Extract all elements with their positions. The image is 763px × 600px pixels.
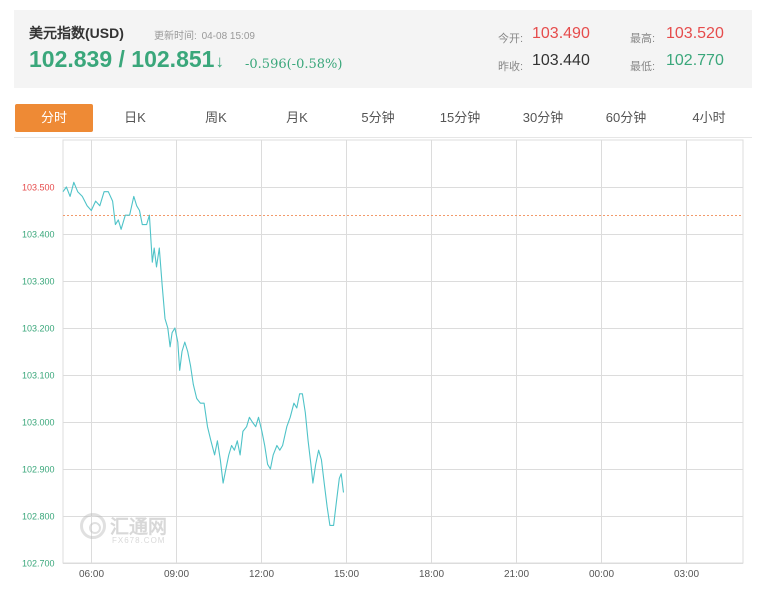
y-tick-label: 102.700 [22,559,55,569]
x-tick-label: 06:00 [79,569,104,580]
x-tick-label: 18:00 [419,569,444,580]
y-tick-label: 103.400 [22,230,55,240]
y-tick-label: 103.100 [22,371,55,381]
y-tick-label: 103.000 [22,418,55,428]
x-tick-label: 21:00 [504,569,529,580]
tab-60min[interactable]: 60分钟 [605,110,647,125]
y-tick-label: 103.200 [22,324,55,334]
update-time-label: 更新时间: [154,31,197,42]
watermark-name: 汇通网 [110,517,168,538]
tab-15min[interactable]: 15分钟 [439,110,481,125]
tabs-divider [14,137,752,138]
high-value: 103.520 [666,25,724,42]
current-price: 102.839 / 102.851↓ [29,46,224,73]
quote-header: 美元指数(USD) 更新时间: 04-08 15:09 102.839 / 10… [14,10,752,88]
period-tabs: 分时 日K 周K 月K 5分钟 15分钟 30分钟 60分钟 4小时 [15,104,750,132]
x-tick-label: 15:00 [334,569,359,580]
tab-5min[interactable]: 5分钟 [361,110,395,125]
instrument-title: 美元指数(USD) [29,25,124,41]
price-change: -0.596(-0.58%) [245,57,343,72]
down-arrow-icon: ↓ [215,52,224,71]
watermark-url: FX678.COM [112,536,166,545]
x-tick-label: 00:00 [589,569,614,580]
watermark: 汇通网 FX678.COM [80,512,180,552]
y-tick-label: 102.900 [22,465,55,475]
price-line [62,181,345,526]
tab-30min[interactable]: 30分钟 [522,110,564,125]
y-tick-label: 103.300 [22,277,55,287]
prev-close-label: 昨收: [498,61,524,73]
plot-area-frame [62,139,744,564]
open-value: 103.490 [532,25,590,42]
x-tick-label: 12:00 [249,569,274,580]
watermark-logo-icon [80,513,106,539]
tab-4hour[interactable]: 4小时 [692,110,726,125]
tab-monthly-k[interactable]: 月K [286,110,308,125]
update-time-value: 04-08 15:09 [201,31,255,42]
x-tick-label: 09:00 [164,569,189,580]
high-label: 最高: [630,33,656,45]
update-time: 更新时间: 04-08 15:09 [152,27,255,42]
tab-intraday[interactable]: 分时 [15,104,93,132]
y-tick-label: 103.500 [22,183,55,193]
y-tick-label: 102.800 [22,512,55,522]
prev-close-value: 103.440 [532,52,590,69]
x-tick-label: 03:00 [674,569,699,580]
tab-weekly-k[interactable]: 周K [205,110,227,125]
low-value: 102.770 [666,52,724,69]
current-price-value: 102.839 / 102.851 [29,46,215,72]
open-label: 今开: [498,33,524,45]
low-label: 最低: [630,61,656,73]
tab-daily-k[interactable]: 日K [124,110,146,125]
